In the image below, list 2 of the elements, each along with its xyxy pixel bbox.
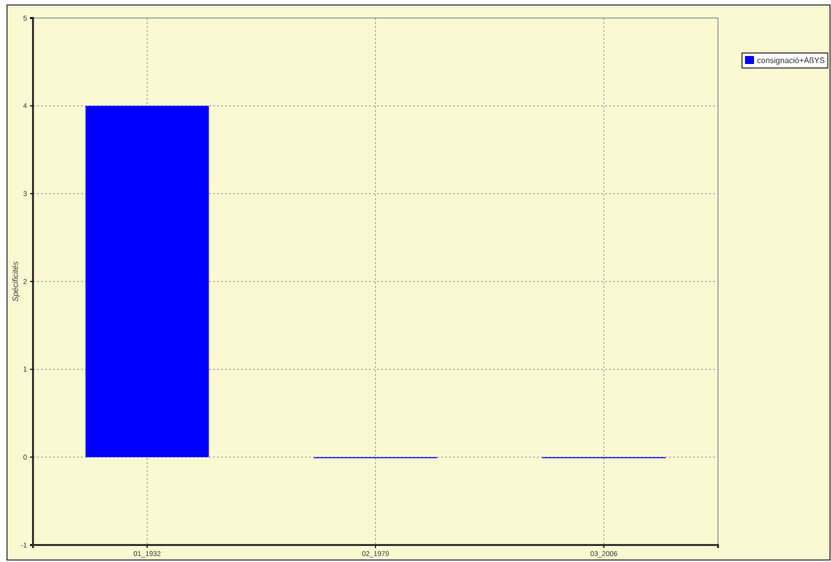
y-axis-title: Spécificités — [11, 261, 20, 302]
legend-label: consignació+ÀßYS — [757, 56, 825, 65]
